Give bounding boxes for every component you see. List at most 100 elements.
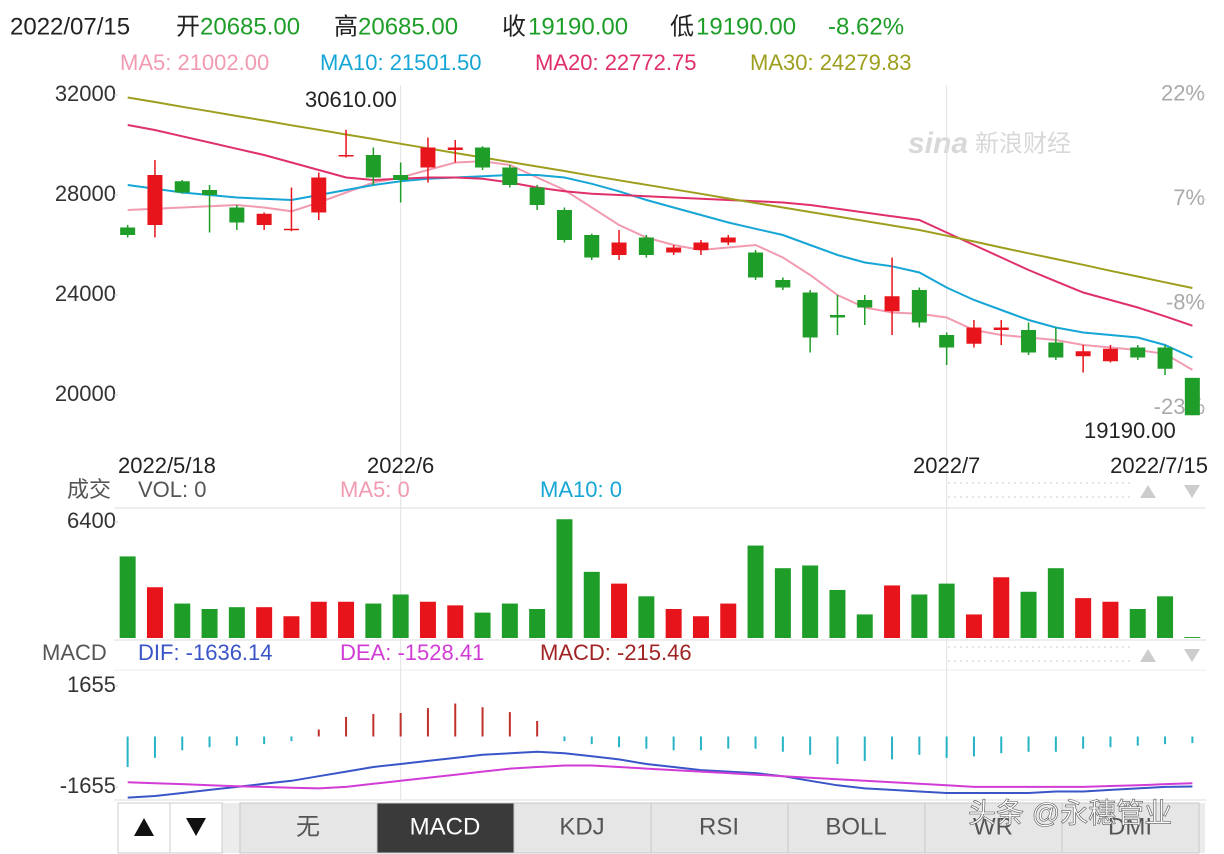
tab[interactable] [513, 802, 652, 854]
tab[interactable] [787, 802, 926, 854]
legend-entry: MA10: 21501.50 [320, 50, 481, 75]
volume-bar [692, 616, 709, 638]
down-icon[interactable] [1184, 649, 1200, 662]
down-icon[interactable] [1184, 485, 1200, 498]
up-icon[interactable] [1140, 485, 1156, 498]
volume-bar [1075, 598, 1092, 638]
volume-bar [556, 519, 573, 638]
candle-body [365, 155, 381, 178]
legend-entry: DIF: -1636.14 [138, 640, 273, 665]
candle-body [666, 247, 682, 253]
volume-bar [583, 571, 600, 638]
volume-bar [1020, 591, 1037, 638]
candle-body [993, 327, 1009, 330]
down-arrow [186, 818, 206, 836]
legend-entry: MACD: -215.46 [540, 640, 692, 665]
y2-tick-label: -8% [1166, 290, 1205, 315]
candle-body [1075, 351, 1091, 357]
y2-tick-label: 22% [1161, 81, 1205, 106]
candle-body [529, 187, 545, 205]
volume-bar [529, 608, 546, 638]
volume-bar [720, 603, 737, 638]
volume-bar [829, 589, 846, 638]
y-tick-label: 28000 [55, 181, 116, 206]
volume-legend: VOL: 0 [138, 477, 206, 502]
tab[interactable] [376, 802, 515, 854]
header-value: 20685.00 [358, 13, 458, 40]
pane-label: MACD [42, 640, 107, 665]
candle-body [393, 175, 409, 180]
legend-entry: MA5: 21002.00 [120, 50, 269, 75]
low-annotation: 19190.00 [1084, 418, 1176, 443]
y-tick-label: 20000 [55, 381, 116, 406]
high-annotation: 30610.00 [305, 87, 397, 112]
ma-line [127, 124, 1193, 327]
candle-body [120, 227, 136, 235]
candle-body [502, 167, 518, 185]
candle-body [966, 327, 982, 344]
volume-bar [283, 616, 300, 638]
scroll-up[interactable] [117, 802, 171, 854]
candle-body [1021, 330, 1037, 353]
header: 2022/07/15 开 20685.00 高 20685.00 收 19190… [10, 13, 904, 40]
legend-entry: MA10: 0 [540, 477, 622, 502]
tab-label: DMI [1108, 813, 1152, 840]
volume-bar [1129, 608, 1146, 638]
candle-body [147, 175, 163, 225]
candle-body [1184, 377, 1200, 416]
candle-body [1102, 348, 1118, 362]
ma-line [127, 96, 1193, 289]
macd-line [127, 750, 1193, 799]
candle-body [420, 147, 436, 168]
up-icon[interactable] [1140, 649, 1156, 662]
y-tick-label: 6400 [67, 508, 116, 533]
volume-bar [201, 608, 218, 638]
candle-body [229, 207, 245, 223]
x-tick-label: 2022/7 [913, 453, 980, 478]
tab-bar: 无 MACD KDJ RSI BOLL WR DMI [117, 802, 1205, 854]
candle-body [1157, 347, 1173, 369]
volume-bar [747, 545, 764, 638]
tab[interactable] [650, 802, 789, 854]
x-tick-label: 2022/5/18 [118, 453, 216, 478]
candle-body [638, 237, 654, 255]
volume-bar [802, 565, 819, 638]
y-tick-label: 24000 [55, 281, 116, 306]
volume-bar [774, 568, 791, 638]
volume-bar [419, 601, 436, 638]
volume-bar [392, 594, 409, 638]
tab[interactable] [1061, 802, 1200, 854]
header-label: 开 [176, 13, 200, 40]
tab-label: RSI [699, 813, 739, 840]
candle-body [911, 290, 927, 323]
volume-bar [119, 556, 136, 638]
volume-bar [638, 596, 655, 638]
candle-body [283, 228, 299, 231]
candle-body [802, 292, 818, 338]
candle-body [939, 335, 955, 348]
tab-label: BOLL [825, 813, 886, 840]
x-tick-label: 2022/6 [367, 453, 434, 478]
tab-label: MACD [410, 813, 481, 840]
volume-bar [965, 614, 982, 638]
candle-body [775, 280, 791, 288]
legend-entry: MA20: 22772.75 [535, 50, 696, 75]
volume-bar [1184, 637, 1201, 638]
candle-body [720, 237, 736, 243]
header-value: 19190.00 [528, 13, 628, 40]
pane-controls [948, 482, 1200, 662]
tab[interactable] [239, 802, 378, 854]
header-label: 低 [670, 13, 694, 40]
candle-body [884, 296, 900, 312]
macd-line [127, 764, 1193, 790]
tab-label: WR [973, 813, 1013, 840]
volume-bar [993, 577, 1010, 638]
date: 2022/07/15 [10, 13, 130, 40]
candle-body [174, 181, 190, 193]
ma-line [127, 174, 1193, 359]
y-tick-label: 32000 [55, 81, 116, 106]
volume-bar [884, 585, 901, 638]
